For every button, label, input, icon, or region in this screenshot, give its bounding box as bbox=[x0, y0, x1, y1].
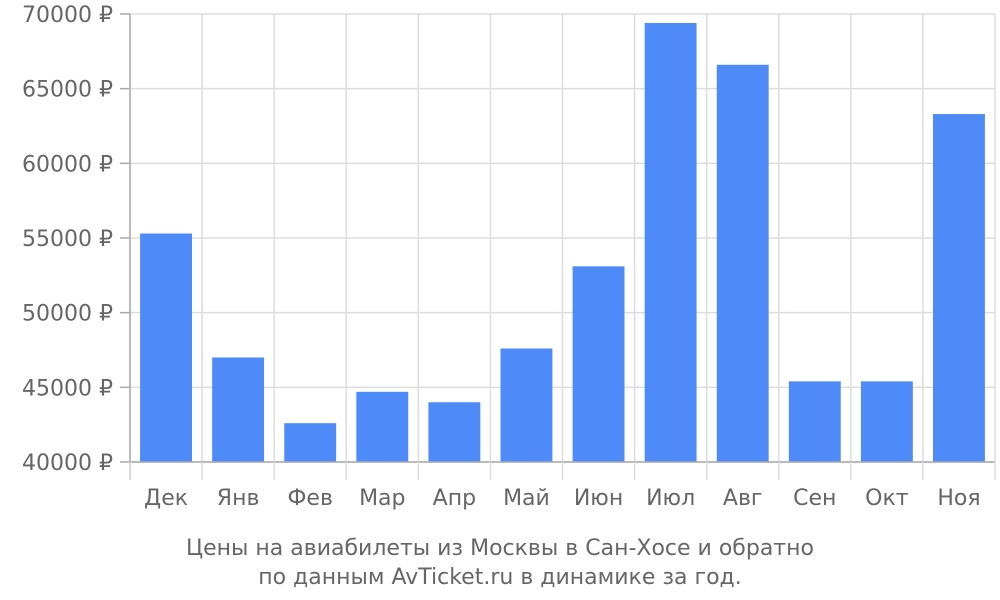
bar bbox=[933, 114, 985, 462]
y-tick-label: 45000 ₽ bbox=[22, 376, 113, 401]
x-tick-label: Янв bbox=[217, 486, 260, 511]
caption-line-2: по данным AvTicket.ru в динамике за год. bbox=[258, 565, 742, 590]
bar bbox=[212, 357, 265, 462]
y-axis-tick-labels: 40000 ₽ 45000 ₽ 50000 ₽ 55000 ₽ 60000 ₽ 65000… bbox=[22, 3, 130, 476]
bars bbox=[140, 22, 985, 463]
y-tick-label: 70000 ₽ bbox=[22, 3, 113, 28]
bar bbox=[644, 22, 697, 463]
x-tick-label: Ноя bbox=[937, 486, 980, 511]
chart-caption: Цены на авиабилеты из Москвы в Сан-Хосе … bbox=[186, 536, 814, 590]
grid bbox=[129, 13, 996, 463]
y-tick-label: 65000 ₽ bbox=[22, 78, 113, 103]
bar bbox=[788, 381, 841, 462]
bar bbox=[428, 402, 481, 462]
x-tick-label: Мар bbox=[359, 486, 405, 511]
bar bbox=[716, 64, 769, 463]
bar bbox=[140, 233, 192, 462]
y-tick-label: 60000 ₽ bbox=[22, 152, 113, 177]
x-tick-label: Май bbox=[503, 486, 550, 511]
x-tick-label: Апр bbox=[433, 486, 476, 511]
x-tick-label: Дек bbox=[144, 486, 188, 511]
x-axis-tick-labels: Дек Янв Фев Мар Апр Май Июн Июл Авг Сен Окт Ноя bbox=[129, 462, 996, 511]
x-tick-label: Фев bbox=[287, 486, 332, 511]
x-tick-label: Июл bbox=[646, 486, 695, 511]
x-tick-label: Авг bbox=[723, 486, 763, 511]
x-tick-label: Июн bbox=[574, 486, 623, 511]
bar bbox=[500, 348, 553, 462]
x-tick-label: Сен bbox=[793, 486, 836, 511]
bar bbox=[356, 391, 409, 462]
bar bbox=[860, 381, 913, 462]
bar bbox=[284, 423, 337, 462]
y-tick-label: 40000 ₽ bbox=[22, 451, 113, 476]
bar bbox=[572, 266, 625, 462]
caption-line-1: Цены на авиабилеты из Москвы в Сан-Хосе … bbox=[186, 536, 814, 561]
y-tick-label: 50000 ₽ bbox=[22, 302, 113, 327]
x-tick-label: Окт bbox=[865, 486, 909, 511]
y-tick-label: 55000 ₽ bbox=[22, 227, 113, 252]
